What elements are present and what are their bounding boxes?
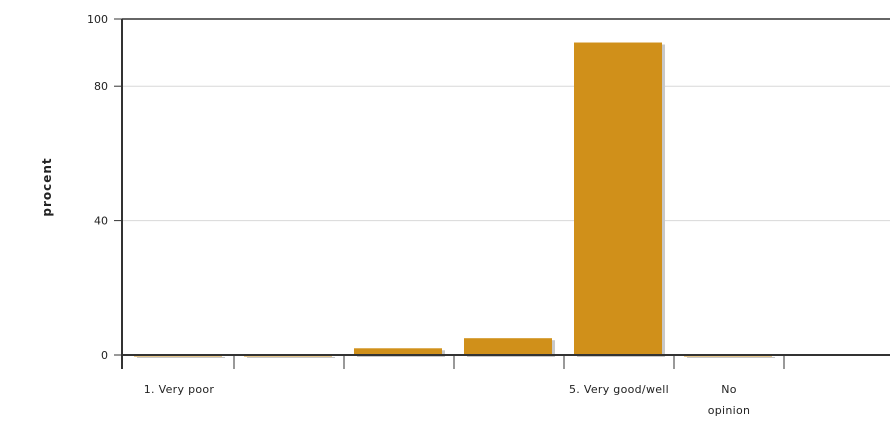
bar <box>354 348 442 355</box>
x-tick-label: 5. Very good/well <box>569 383 669 396</box>
bar <box>464 338 552 355</box>
y-axis-title: procent <box>40 157 54 216</box>
x-tick-label: 1. Very poor <box>144 383 215 396</box>
bar-shadow <box>137 357 225 358</box>
y-tick-label: 80 <box>94 80 108 93</box>
y-tick-label: 100 <box>87 13 108 26</box>
bars <box>134 43 775 358</box>
bar-shadow <box>687 357 775 358</box>
y-tick-label: 0 <box>101 349 108 362</box>
bar-shadow <box>247 357 335 358</box>
x-tick-label: opinion <box>708 404 751 417</box>
axes <box>114 19 890 369</box>
y-tick-label: 40 <box>94 215 108 228</box>
gridlines <box>122 19 890 221</box>
bar <box>574 43 662 355</box>
x-tick-label: No <box>721 383 737 396</box>
